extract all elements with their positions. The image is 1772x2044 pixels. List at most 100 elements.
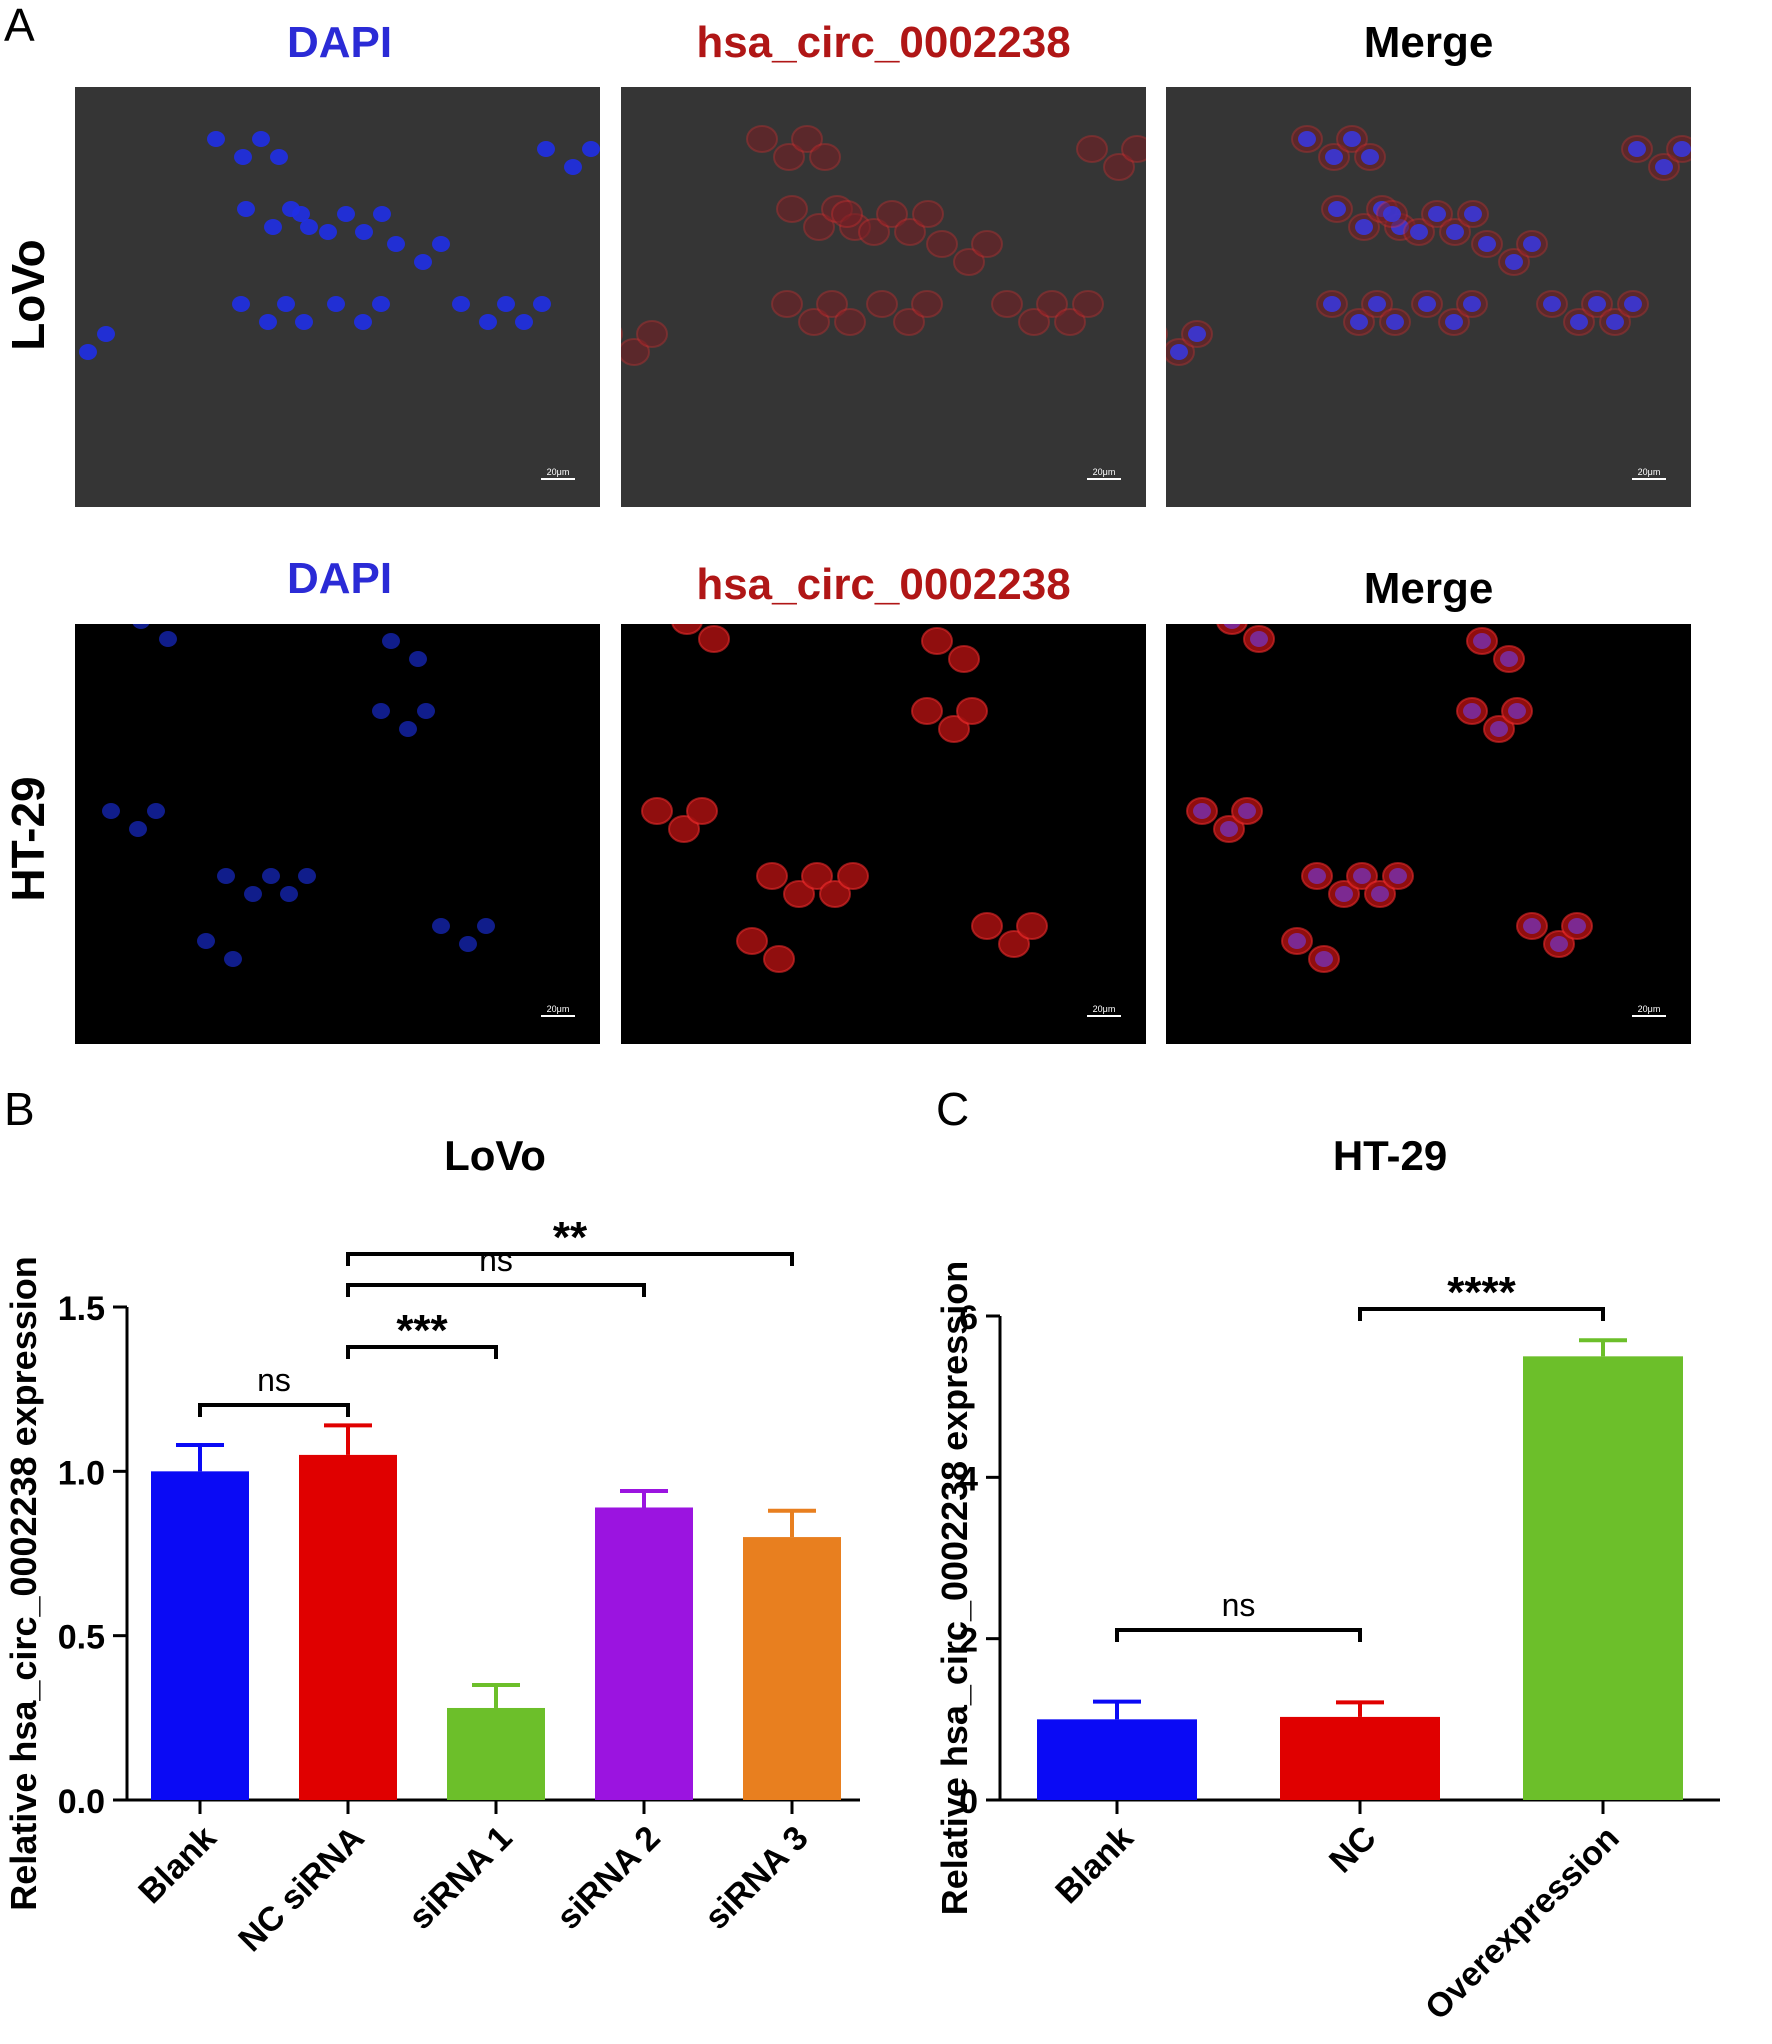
y-tick-label: 2 xyxy=(959,1622,978,1660)
nucleus xyxy=(262,868,280,884)
nucleus xyxy=(277,296,295,312)
y-tick-label: 1.0 xyxy=(58,1454,105,1492)
nucleus xyxy=(1673,141,1691,157)
chart-title: HT-29 xyxy=(1333,1132,1447,1179)
nucleus xyxy=(477,918,495,934)
cell xyxy=(1166,327,1168,341)
cell xyxy=(921,627,953,655)
x-tick-label: Blank xyxy=(131,1819,223,1911)
cell xyxy=(971,912,1003,940)
micrograph-ht29-circrna: 20μm xyxy=(621,624,1146,1044)
bar-blank xyxy=(151,1471,249,1800)
cell xyxy=(876,200,908,228)
nucleus xyxy=(582,141,600,157)
cell xyxy=(1016,912,1048,940)
micrograph-lovo-merge: 20μm xyxy=(1166,87,1691,507)
nucleus xyxy=(1505,254,1523,270)
nucleus xyxy=(1628,141,1646,157)
nucleus xyxy=(409,651,427,667)
nucleus xyxy=(432,236,450,252)
scale-bar-label: 20μm xyxy=(547,1004,570,1014)
cell xyxy=(998,930,1030,958)
nucleus xyxy=(1655,159,1673,175)
cell xyxy=(686,797,718,825)
nucleus xyxy=(252,131,270,147)
nucleus xyxy=(399,721,417,737)
cell xyxy=(837,862,869,890)
nucleus xyxy=(129,821,147,837)
nucleus xyxy=(1238,803,1256,819)
x-tick-label: siRNA 3 xyxy=(697,1819,815,1937)
cell xyxy=(948,645,980,673)
nucleus xyxy=(232,296,250,312)
nucleus xyxy=(452,296,470,312)
cell xyxy=(1018,308,1050,336)
cell xyxy=(641,797,673,825)
nucleus xyxy=(1250,631,1268,647)
bar-sirna-3 xyxy=(743,1537,841,1800)
cell xyxy=(956,697,988,725)
cell xyxy=(801,862,833,890)
nucleus xyxy=(1350,314,1368,330)
cell xyxy=(621,338,650,366)
x-tick-label: NC xyxy=(1322,1819,1384,1881)
cell xyxy=(736,927,768,955)
cell xyxy=(893,308,925,336)
significance-bracket xyxy=(198,1403,350,1417)
nucleus xyxy=(414,254,432,270)
nucleus xyxy=(515,314,533,330)
cell xyxy=(636,320,668,348)
cell xyxy=(819,880,851,908)
scale-bar-label: 20μm xyxy=(1093,467,1116,477)
nucleus xyxy=(355,224,373,240)
nucleus xyxy=(1353,868,1371,884)
nucleus xyxy=(354,314,372,330)
significance-bracket xyxy=(346,1283,646,1297)
nucleus xyxy=(1500,651,1518,667)
nucleus xyxy=(564,159,582,175)
nucleus xyxy=(234,149,252,165)
y-axis-label: Relative hsa_circ_0002238 expression xyxy=(3,1256,44,1910)
x-tick-label: Blank xyxy=(1048,1819,1140,1911)
bar-overexpression xyxy=(1523,1356,1683,1800)
nucleus xyxy=(537,141,555,157)
cell xyxy=(798,308,830,336)
nucleus xyxy=(1335,886,1353,902)
cell xyxy=(1103,153,1135,181)
nucleus xyxy=(1410,224,1428,240)
nucleus xyxy=(270,149,288,165)
nucleus xyxy=(1386,314,1404,330)
significance-label: ** xyxy=(553,1213,588,1262)
bar-sirna-2 xyxy=(595,1507,693,1800)
scale-bar-label: 20μm xyxy=(547,467,570,477)
cell xyxy=(773,143,805,171)
panel-label-c: C xyxy=(936,1083,970,1135)
column-title-circrna: hsa_circ_0002238 xyxy=(696,18,1071,67)
cell xyxy=(834,308,866,336)
nucleus xyxy=(1418,296,1436,312)
column-title-dapi: DAPI xyxy=(286,18,393,67)
nucleus xyxy=(497,296,515,312)
cell xyxy=(791,125,823,153)
nucleus xyxy=(327,296,345,312)
cell xyxy=(1072,290,1104,318)
bar-nc xyxy=(1280,1716,1440,1800)
nucleus xyxy=(1223,624,1241,629)
nucleus xyxy=(132,624,150,629)
column-title-circrna-row2: hsa_circ_0002238 xyxy=(696,560,1071,609)
nucleus xyxy=(387,236,405,252)
nucleus xyxy=(197,933,215,949)
cell xyxy=(953,248,985,276)
significance-label: **** xyxy=(1447,1268,1516,1317)
cell xyxy=(911,290,943,318)
nucleus xyxy=(1490,721,1508,737)
significance-label: *** xyxy=(396,1306,448,1355)
cell xyxy=(746,125,778,153)
scale-bar-label: 20μm xyxy=(1638,467,1661,477)
nucleus xyxy=(1315,951,1333,967)
nucleus xyxy=(1473,633,1491,649)
nucleus xyxy=(1308,868,1326,884)
nucleus xyxy=(147,803,165,819)
